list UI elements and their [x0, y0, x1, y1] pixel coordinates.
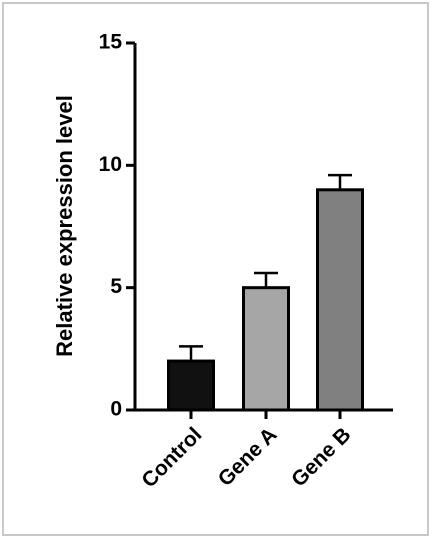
- y-tick-label: 10: [99, 153, 122, 176]
- bar: [316, 188, 364, 412]
- bar: [242, 286, 290, 412]
- y-tick-label: 0: [110, 398, 122, 421]
- y-axis-label: Relative expression level: [52, 95, 77, 357]
- y-tick-label: 5: [110, 275, 122, 298]
- bar: [167, 359, 215, 412]
- y-tick-label: 15: [99, 31, 123, 54]
